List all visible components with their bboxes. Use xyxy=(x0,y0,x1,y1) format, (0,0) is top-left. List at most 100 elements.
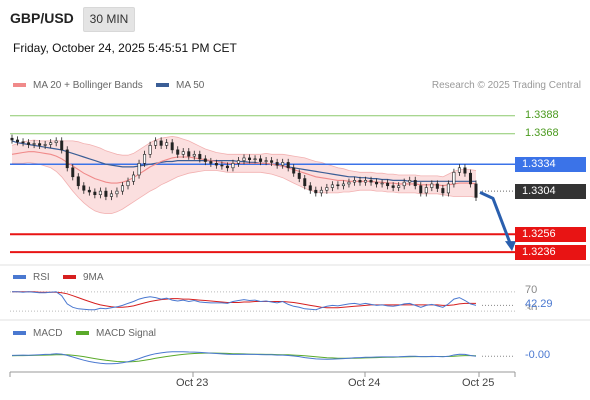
candle-body xyxy=(209,161,213,164)
credit-text: Research © 2025 Trading Central xyxy=(431,80,581,91)
candle-body xyxy=(292,167,296,174)
candle-body xyxy=(468,172,472,185)
macd-legend-swatch xyxy=(13,331,26,336)
candle-body xyxy=(82,185,86,191)
candle-body xyxy=(32,143,36,145)
rsi-level-label-30: 30 xyxy=(525,303,538,311)
bollinger-band-fill xyxy=(12,136,476,214)
legend-ma50: MA 50 xyxy=(156,80,204,91)
rsi-ma-legend-label: 9MA xyxy=(63,272,104,283)
candle-body xyxy=(109,193,113,197)
candle-body xyxy=(159,140,163,146)
rsi-legend-swatch xyxy=(13,275,26,280)
candle-body xyxy=(143,154,147,164)
candle-body xyxy=(38,143,42,146)
candle-body xyxy=(120,185,124,192)
candle-body xyxy=(347,181,351,185)
candle-body xyxy=(397,185,401,188)
candle-body xyxy=(303,178,307,187)
candle-body xyxy=(341,183,345,187)
timestamp: Friday, October 24, 2025 5:45:51 PM CET xyxy=(13,41,237,55)
legend-swatch-ma20 xyxy=(13,83,26,88)
candle-body xyxy=(198,154,202,160)
candle-body xyxy=(259,158,263,162)
candle-body xyxy=(126,180,130,187)
candle-body xyxy=(60,140,64,151)
macd-legend-label: MACD xyxy=(13,328,62,339)
candle-body xyxy=(430,183,434,188)
candle-body xyxy=(253,158,257,161)
candle-body xyxy=(236,160,240,164)
candle-body xyxy=(275,162,279,166)
candle-body xyxy=(358,180,362,183)
candle-body xyxy=(225,165,229,169)
rsi-value-label: 42.29 xyxy=(525,298,553,311)
legend-label-ma50: MA 50 xyxy=(176,80,205,91)
legend-label-ma20: MA 20 + Bollinger Bands xyxy=(33,80,143,91)
candle-body xyxy=(115,190,119,195)
candle-body xyxy=(137,163,141,176)
candle-body xyxy=(16,139,20,143)
candle-body xyxy=(297,172,301,179)
level-tag-support: 1.3236 xyxy=(515,245,586,261)
candle-body xyxy=(408,180,412,183)
candle-body xyxy=(270,160,274,163)
bollinger-lower-line xyxy=(12,161,477,214)
projection-arrow-shaft xyxy=(479,191,513,247)
rsi-level-label-70: 70 xyxy=(525,283,538,296)
rsi-legend-label: RSI xyxy=(13,272,50,283)
candle-body xyxy=(148,145,152,155)
candle-body xyxy=(154,140,158,146)
candle-body xyxy=(87,189,91,193)
candle-body xyxy=(98,190,102,196)
candle-body xyxy=(386,182,390,187)
candle-body xyxy=(65,149,69,169)
macd-signal-legend-swatch xyxy=(76,331,89,336)
macd-line xyxy=(11,351,477,365)
x-tick-label: Oct 25 xyxy=(462,377,495,389)
candle-body xyxy=(319,189,323,194)
candle-body xyxy=(132,174,136,182)
candle-body xyxy=(474,183,478,198)
candle-body xyxy=(452,171,456,185)
candle-body xyxy=(286,162,290,169)
candle-body xyxy=(419,185,423,194)
rsi-ma-legend-swatch xyxy=(63,275,76,280)
symbol-title: GBP/USD xyxy=(10,10,74,26)
candle-body xyxy=(325,187,329,191)
candle-body xyxy=(413,180,417,187)
candle-body xyxy=(49,142,53,145)
candle-body xyxy=(264,160,268,162)
bollinger-upper-line xyxy=(11,135,477,178)
candle-body xyxy=(402,181,406,187)
legend-swatch-ma50 xyxy=(156,83,169,88)
candle-body xyxy=(214,163,218,166)
level-tag-pivot: 1.3334 xyxy=(515,157,586,173)
candle-body xyxy=(231,163,235,169)
candle-body xyxy=(104,190,108,197)
candle-body xyxy=(43,144,47,146)
candle-body xyxy=(441,188,445,194)
candle-body xyxy=(380,182,384,185)
candle-body xyxy=(203,158,207,162)
candle-body xyxy=(181,151,185,155)
level-tag-last: 1.3304 xyxy=(515,184,586,200)
macd-value-label: -0.00 xyxy=(525,349,551,362)
candle-body xyxy=(446,183,450,194)
candle-body xyxy=(10,137,14,141)
candle-body xyxy=(369,180,373,183)
candle-body xyxy=(435,183,439,189)
candle-body xyxy=(165,142,169,146)
candle-body xyxy=(170,142,174,151)
x-tick-label: Oct 24 xyxy=(348,377,381,389)
candle-body xyxy=(27,142,31,145)
candle-body xyxy=(192,154,196,157)
candle-body xyxy=(424,187,428,194)
candle-body xyxy=(248,157,252,161)
candle-body xyxy=(308,185,312,191)
macd-signal-legend-label: MACD Signal xyxy=(76,328,156,339)
candle-body xyxy=(71,167,75,178)
candle-body xyxy=(314,189,318,194)
timeframe-button[interactable]: 30 MIN xyxy=(83,7,135,32)
